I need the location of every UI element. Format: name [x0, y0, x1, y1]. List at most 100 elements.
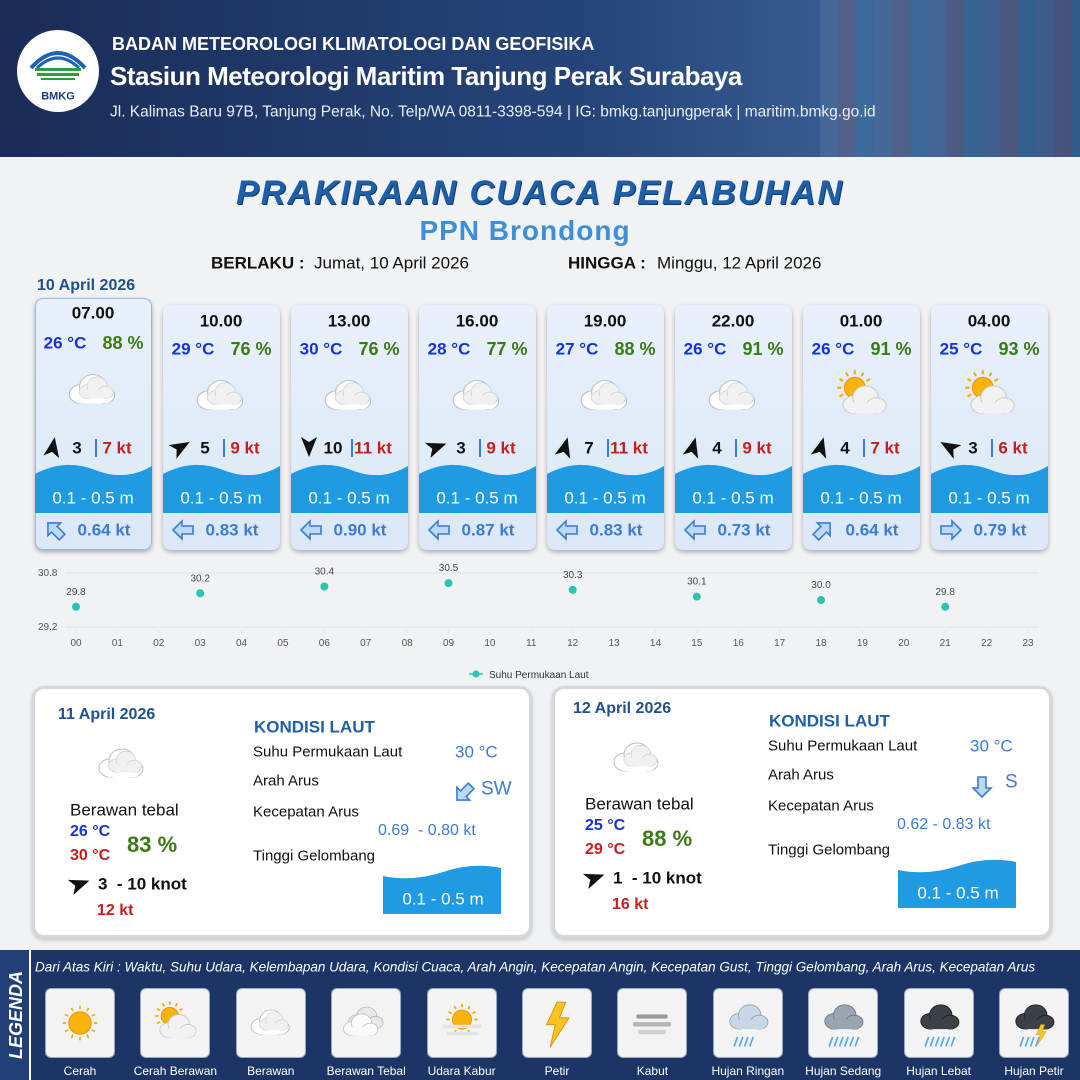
icon-part [156, 1020, 161, 1025]
day-wave: 0.1 - 0.5 m [917, 883, 999, 903]
icon-part [447, 1010, 452, 1015]
legend-item-label: Berawan Tebal [326, 1064, 406, 1078]
day-wind-arrow [67, 872, 92, 896]
current-direction-arrow [682, 517, 708, 543]
icon-part [810, 437, 827, 459]
valid-from: Jumat, 10 April 2026 [314, 253, 469, 273]
day-date: 12 April 2026 [573, 700, 672, 717]
wind-direction-arrow [41, 435, 65, 459]
icon-part [347, 1027, 376, 1036]
y-tick-label: 30.8 [38, 568, 58, 579]
icon-part [733, 1036, 739, 1047]
sst-value-label: 30.3 [563, 570, 583, 581]
current-direction-arrow-graphic [47, 522, 67, 542]
icon-part [35, 464, 152, 513]
wave-height: 0.1 - 0.5 m [564, 488, 646, 508]
icon-part [159, 1014, 197, 1039]
icon-part [442, 1024, 481, 1029]
icon-part [29, 51, 87, 70]
icon-part [975, 402, 1012, 414]
sea-title: KONDISI LAUT [769, 711, 890, 731]
icon-part [682, 437, 699, 459]
icon-part [865, 378, 871, 382]
icon-part [829, 1019, 861, 1030]
weather-icon-graphic [965, 370, 1015, 414]
x-tick-label: 18 [815, 638, 827, 649]
icon-part [748, 1036, 754, 1047]
legend-icon [340, 997, 392, 1049]
icon-part [64, 1013, 69, 1017]
sst-value: 30 °C [455, 742, 498, 762]
sst-chart: 29.2 30.8 00 01 02 03 04 05 06 07 08 09 10 11 12 13 14 15… [38, 563, 1038, 681]
station-name: Stasiun Meteorologi Maritim Tanjung Pera… [110, 61, 742, 91]
icon-part [175, 1002, 179, 1007]
icon-part [839, 393, 844, 398]
weather-icon-graphic [324, 379, 372, 410]
icon-part [211, 396, 240, 405]
day-date: 11 April 2026 [58, 706, 156, 723]
valid-from-label: BERLAKU : [211, 253, 305, 273]
weather-icon [574, 365, 636, 427]
current-speed: 0.90 kt [333, 520, 387, 540]
current-dir: SW [481, 778, 512, 800]
icon-part [675, 464, 792, 513]
icon-part [811, 522, 831, 542]
x-tick-label: 22 [981, 638, 993, 649]
icon-part [633, 1022, 672, 1027]
sst-point [692, 592, 701, 601]
current-speed-range: 0.69 - 0.80 kt [378, 822, 476, 839]
wind-direction-arrow-graphic [554, 437, 571, 459]
forecast-time: 19.00 [583, 311, 627, 331]
bmkg-emblem-graphic [29, 51, 87, 80]
legend-icon-graphic [633, 1014, 672, 1035]
current-direction-arrow-graphic [940, 519, 963, 541]
forecast-time: 10.00 [199, 311, 243, 331]
legend-icon-graphic [155, 1001, 197, 1039]
icon-part [965, 370, 1015, 414]
forecast-time: 07.00 [71, 303, 115, 323]
legend-icon-graphic [62, 1005, 98, 1041]
sst-label: Suhu Permukaan Laut [253, 743, 403, 761]
icon-part [919, 1004, 959, 1030]
current-direction-arrow [42, 517, 68, 543]
icon-part [613, 742, 659, 772]
wind-speed: 7 [584, 438, 594, 458]
sst-value-label: 30.4 [315, 567, 335, 578]
legend-note: Dari Atas Kiri : Waktu, Suhu Udara, Kele… [35, 959, 1036, 975]
gust-speed: 11 kt [610, 438, 648, 458]
current-speed: 0.73 kt [717, 520, 771, 540]
legend-item-label: Cerah [63, 1064, 97, 1078]
wind-direction-arrow [168, 435, 193, 459]
icon-part [743, 1036, 749, 1047]
x-tick-label: 16 [733, 638, 745, 649]
legend-item-label: Udara Kabur [427, 1064, 496, 1078]
wind-direction-arrow-graphic [168, 442, 190, 459]
icon-part [64, 1029, 69, 1033]
icon-part [1024, 1036, 1030, 1047]
icon-part [708, 379, 756, 410]
icon-part [442, 1003, 481, 1036]
icon-part [554, 437, 571, 459]
wind-direction-arrow [809, 435, 833, 459]
legend-item-label: Berawan [247, 1064, 295, 1078]
wave-band [419, 460, 536, 513]
x-tick-label: 05 [277, 638, 289, 649]
icon-part [1015, 1004, 1055, 1030]
icon-part [196, 379, 244, 410]
weather-icon [446, 365, 508, 427]
icon-part [988, 372, 993, 377]
icon-part [993, 378, 999, 382]
legend-item-label: Hujan Sedang [805, 1064, 882, 1078]
icon-part [971, 776, 993, 799]
icon-part [623, 744, 658, 767]
icon-part [824, 1004, 864, 1047]
icon-part [854, 1036, 860, 1047]
icon-part [162, 1002, 166, 1007]
day-wind: 3 - 10 knot [98, 874, 187, 894]
current-direction-arrow-graphic [683, 519, 706, 541]
legend-icon-graphic [919, 1004, 959, 1047]
icon-part [828, 1036, 834, 1047]
x-tick-label: 17 [774, 638, 786, 649]
x-tick-label: 13 [609, 638, 621, 649]
current-speed: 0.87 kt [461, 520, 515, 540]
